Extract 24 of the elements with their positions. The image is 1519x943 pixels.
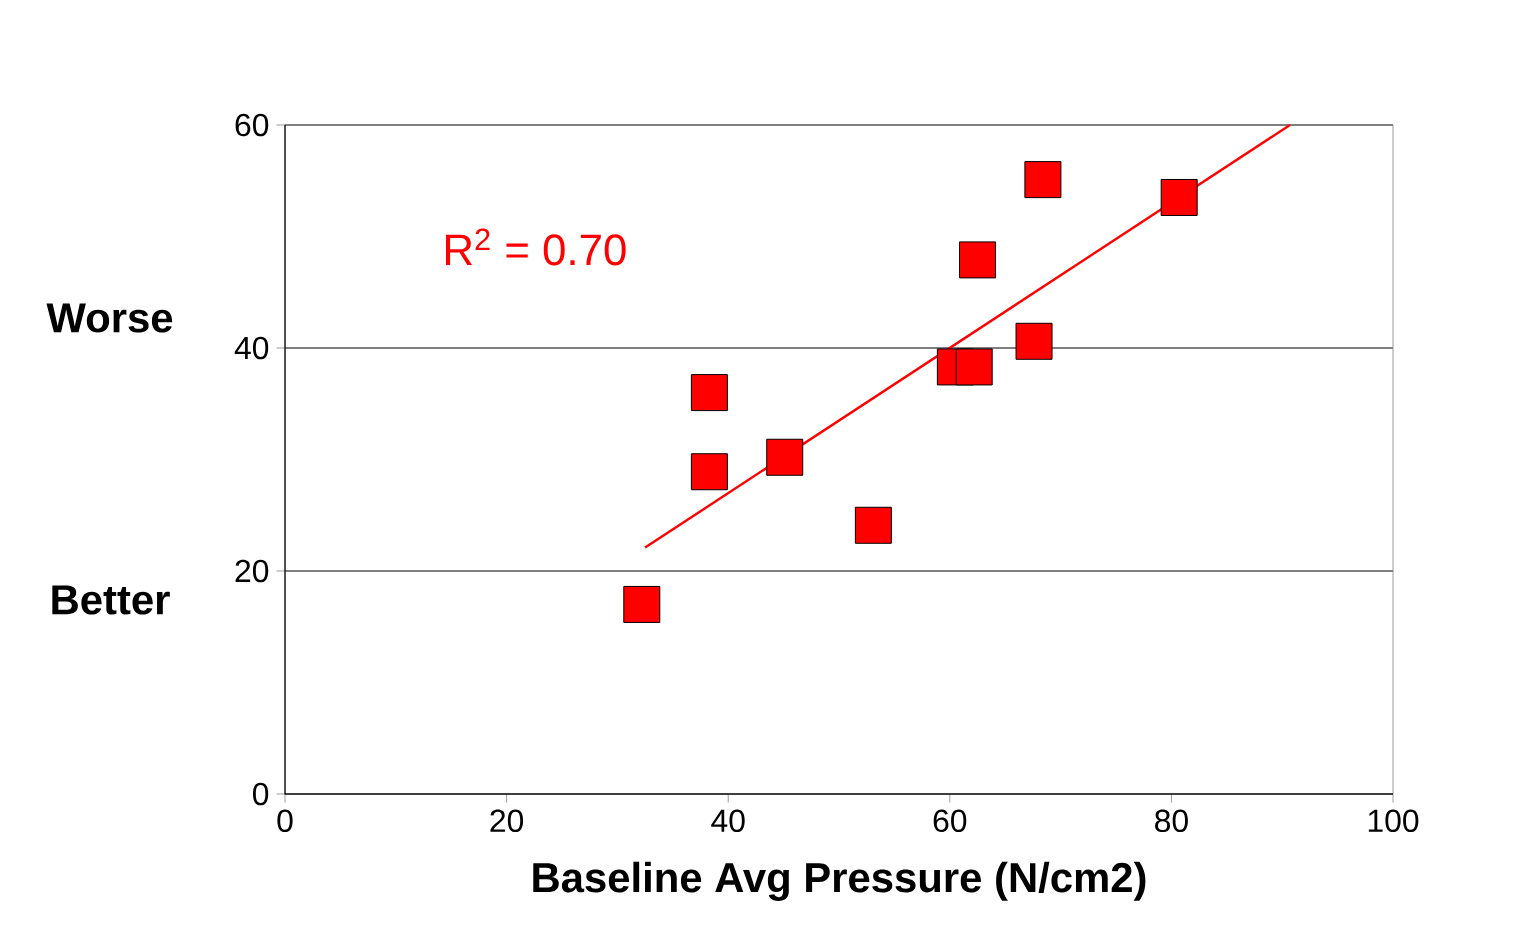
point bbox=[1160, 178, 1198, 216]
x-tick-label: 0 bbox=[277, 809, 293, 833]
point bbox=[959, 241, 997, 279]
x-tick-label: 40 bbox=[711, 809, 745, 833]
x-tick-label: 60 bbox=[933, 809, 967, 833]
y-tick-label: 60 bbox=[235, 113, 269, 137]
x-tick-label: 100 bbox=[1368, 809, 1419, 833]
y-tick-label: 40 bbox=[234, 336, 269, 360]
point bbox=[766, 438, 804, 476]
annotation: R$^{2}$ = 0.70 bbox=[446, 228, 626, 266]
point bbox=[955, 348, 993, 386]
point bbox=[623, 585, 661, 623]
y-tick-label: 0 bbox=[252, 782, 269, 806]
point bbox=[690, 374, 728, 412]
point bbox=[854, 506, 892, 544]
x-tick-label: 20 bbox=[490, 809, 524, 833]
x-axis-title: Baseline Avg Pressure (N/cm2) bbox=[533, 861, 1146, 901]
text: Worse bbox=[46, 303, 173, 333]
y-tick-label: 20 bbox=[235, 559, 269, 583]
point bbox=[1024, 161, 1062, 199]
x-tick-label: 80 bbox=[1155, 809, 1188, 833]
text: Better bbox=[52, 585, 170, 615]
point bbox=[1015, 322, 1053, 360]
point bbox=[690, 453, 728, 491]
